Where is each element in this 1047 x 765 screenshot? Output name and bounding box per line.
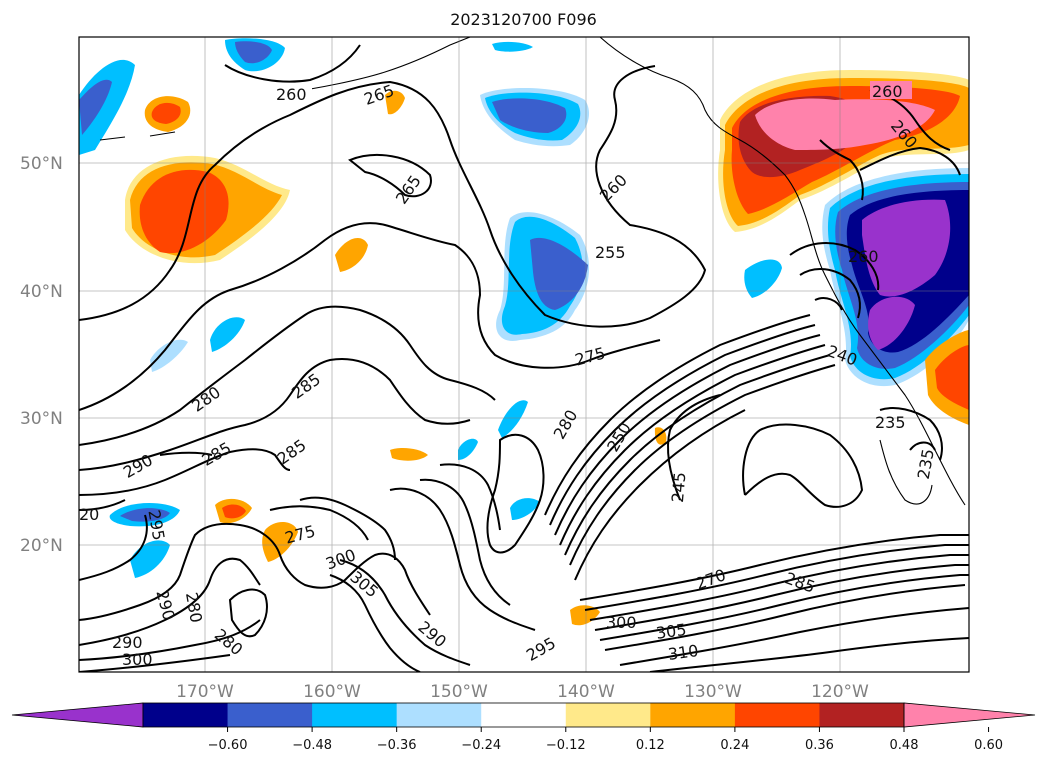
lon-label: 130°W — [684, 682, 742, 702]
lat-label: 30°N — [20, 409, 63, 429]
colorbar-extend-low — [11, 702, 144, 728]
lon-label: 170°W — [176, 682, 234, 702]
contour-label: 300 — [122, 650, 153, 669]
lon-label: 140°W — [557, 682, 615, 702]
colorbar-segment — [734, 703, 820, 727]
lon-label: 150°W — [430, 682, 488, 702]
colorbar-segment — [650, 703, 736, 727]
lon-label: 120°W — [811, 682, 869, 702]
contour-label: 20 — [79, 505, 99, 524]
colorbar-segment — [565, 703, 651, 727]
colorbar: −0.60 −0.48 −0.36 −0.24 −0.12 0.12 0.24 0.36 0.4… — [11, 702, 1036, 753]
colorbar-segment — [227, 703, 313, 727]
contour-label: 260 — [848, 247, 879, 266]
lon-label: 160°W — [303, 682, 361, 702]
latitude-labels: 50°N 40°N 30°N 20°N — [20, 154, 63, 556]
colorbar-tick-label: 0.60 — [974, 738, 1003, 753]
contours — [79, 44, 969, 672]
colorbar-tick-label: 0.24 — [720, 738, 749, 753]
colorbar-tick-label: −0.12 — [546, 738, 586, 753]
colorbar-tick-label: −0.48 — [292, 738, 332, 753]
colorbar-tick-label: 0.48 — [890, 738, 919, 753]
map-title: 2023120700 F096 — [450, 10, 597, 29]
contour-label: 300 — [606, 613, 637, 632]
contour-label: 255 — [595, 243, 626, 262]
contour-label: 305 — [655, 620, 688, 643]
contour-label: 260 — [276, 85, 307, 104]
colorbar-tick-label: 0.36 — [805, 738, 834, 753]
contour-label: 245 — [668, 471, 690, 503]
colorbar-segment — [481, 703, 567, 727]
colorbar-segment — [143, 703, 229, 727]
lat-label: 20°N — [20, 536, 63, 556]
colorbar-tick-label: 0.12 — [636, 738, 665, 753]
lat-label: 40°N — [20, 282, 63, 302]
coastlines — [99, 37, 966, 506]
map-frame — [78, 36, 970, 673]
shaded-field — [79, 38, 969, 626]
colorbar-extend-high — [903, 702, 1036, 728]
contour-label: 260 — [872, 82, 903, 101]
colorbar-outline — [142, 702, 905, 728]
longitude-labels: 170°W 160°W 150°W 140°W 130°W 120°W — [176, 682, 869, 702]
contour-label: 235 — [875, 413, 906, 432]
lat-label: 50°N — [20, 154, 63, 174]
contour-label: 310 — [667, 641, 700, 664]
contour-label: 290 — [112, 633, 143, 652]
graticule — [79, 37, 969, 672]
colorbar-segment — [396, 703, 482, 727]
colorbar-tick-label: −0.60 — [208, 738, 248, 753]
colorbar-tick-label: −0.24 — [461, 738, 501, 753]
colorbar-segment — [312, 703, 398, 727]
colorbar-segment — [819, 703, 905, 727]
colorbar-tick-label: −0.36 — [377, 738, 417, 753]
